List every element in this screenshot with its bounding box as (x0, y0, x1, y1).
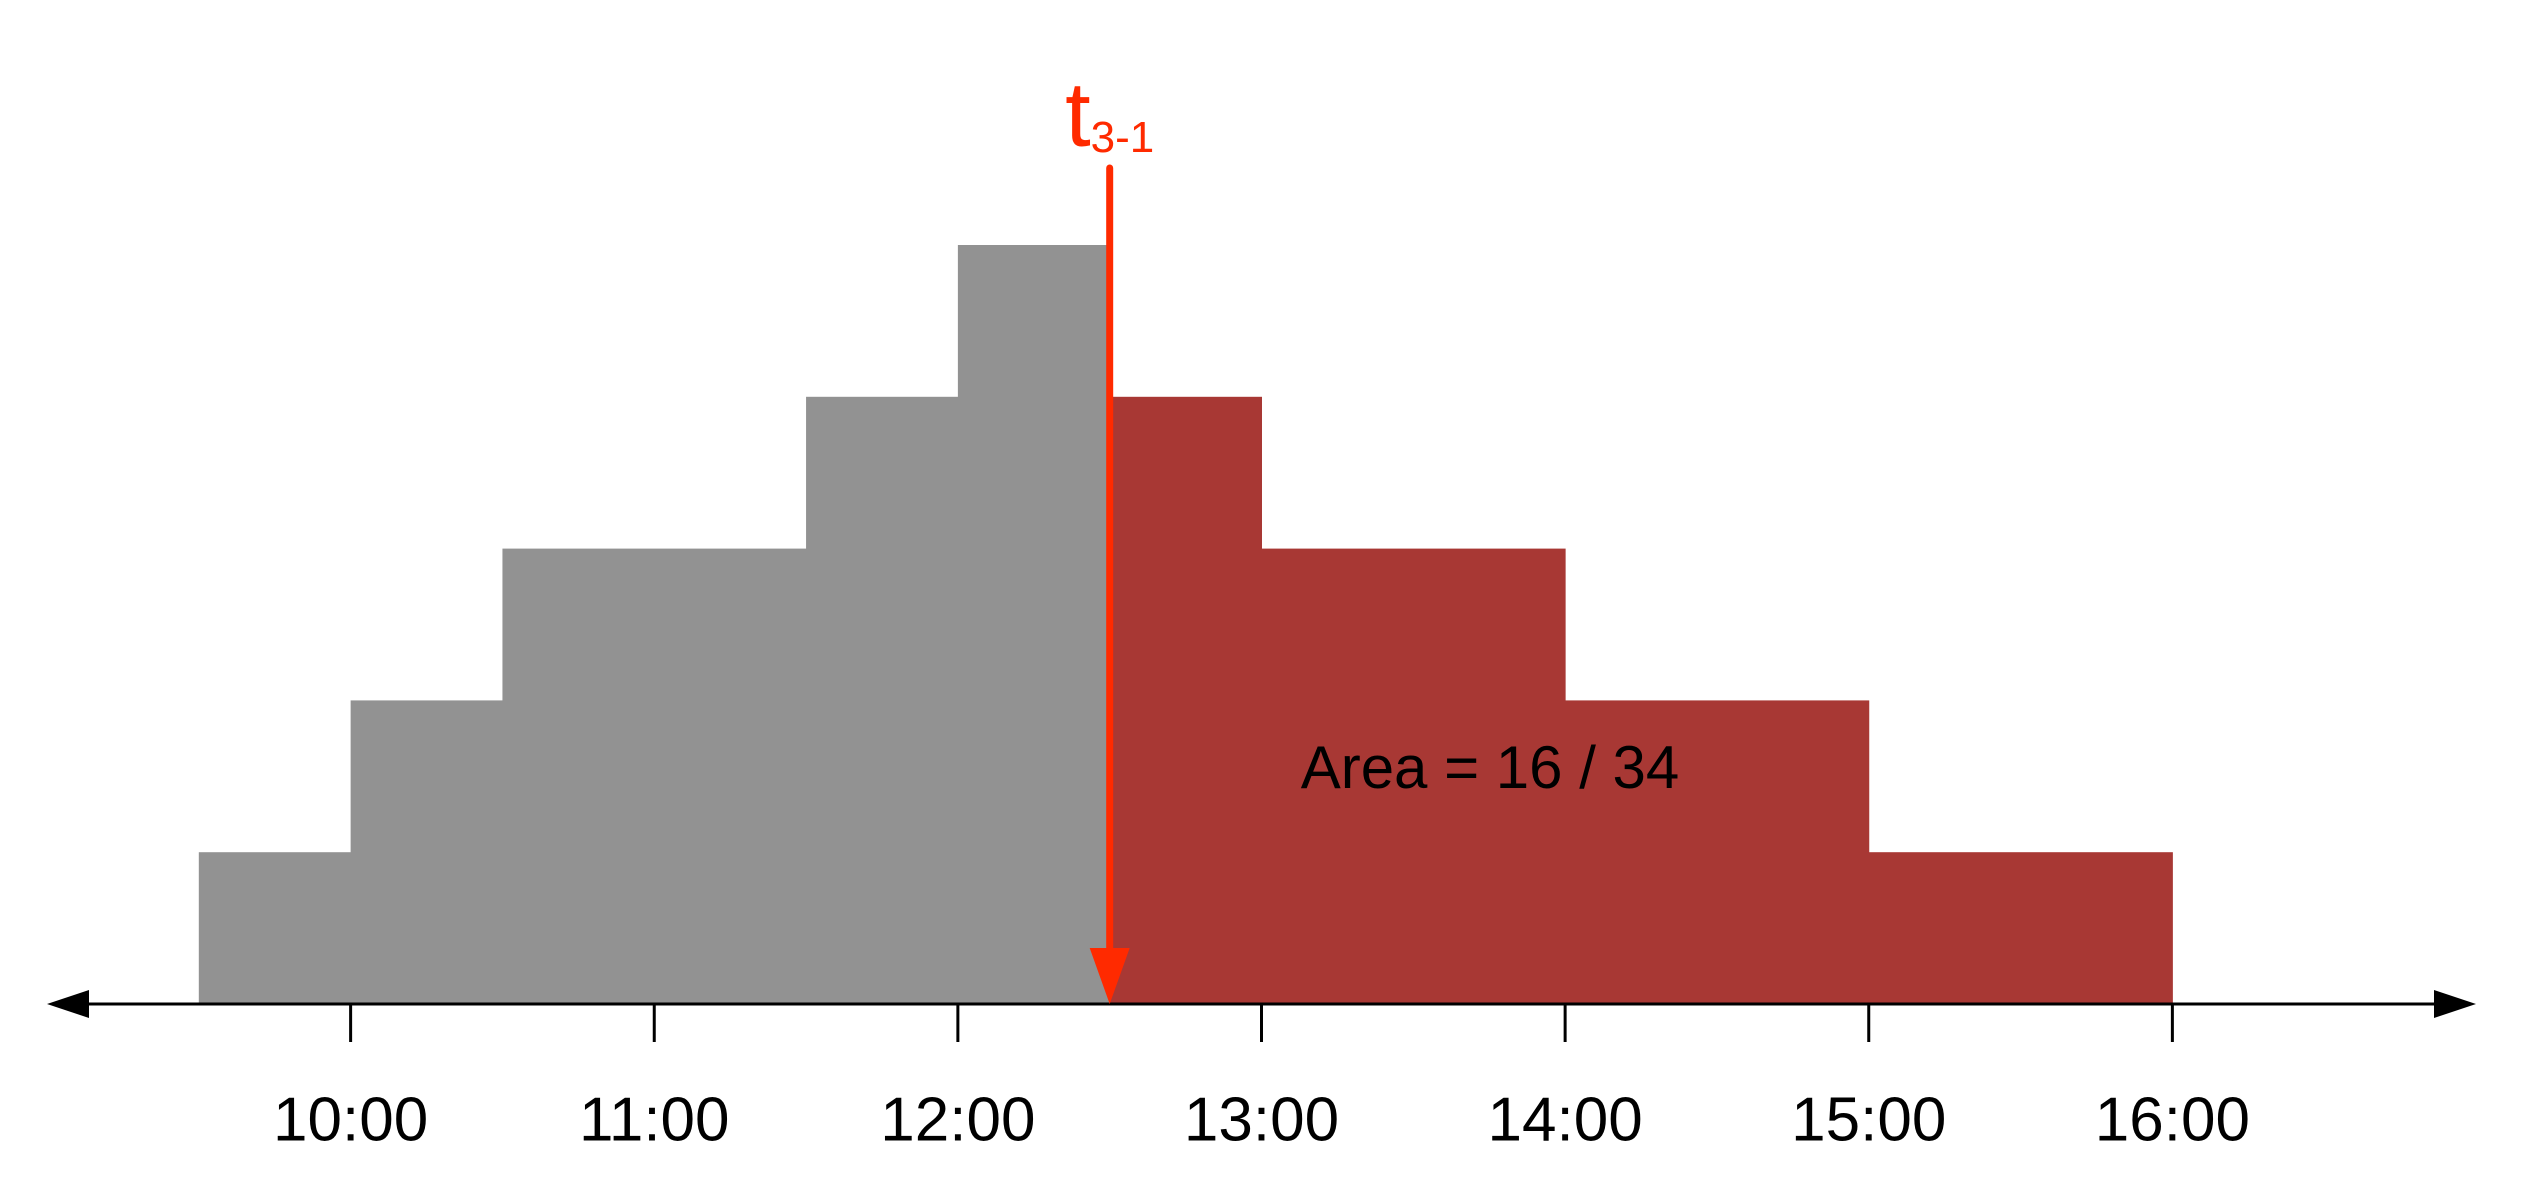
x-tick-label: 16:00 (2095, 1085, 2250, 1154)
bar (1261, 548, 1566, 1004)
bar (957, 245, 1111, 1004)
bar (1565, 700, 1870, 1004)
bar (806, 396, 959, 1004)
x-tick-label: 11:00 (579, 1085, 730, 1154)
x-tick-label: 15:00 (1791, 1085, 1946, 1154)
marker-label-main: t (1065, 64, 1091, 166)
axis-arrow (47, 990, 89, 1018)
x-tick-label: 10:00 (273, 1085, 428, 1154)
bar (1868, 852, 2173, 1004)
x-tick-label: 13:00 (1184, 1085, 1339, 1154)
area-annotation: Area = 16 / 34 (1301, 734, 1680, 801)
x-tick-label: 14:00 (1488, 1085, 1643, 1154)
bar (198, 852, 352, 1004)
marker-arrow (1089, 948, 1130, 1004)
axis-arrow (2434, 990, 2476, 1018)
bar (502, 548, 807, 1004)
marker-label-subscript: 3-1 (1091, 113, 1155, 162)
x-tick-label: 12:00 (880, 1085, 1035, 1154)
marker-label: t3-1 (1065, 64, 1154, 166)
bar (350, 700, 503, 1004)
bar (1109, 396, 1262, 1004)
